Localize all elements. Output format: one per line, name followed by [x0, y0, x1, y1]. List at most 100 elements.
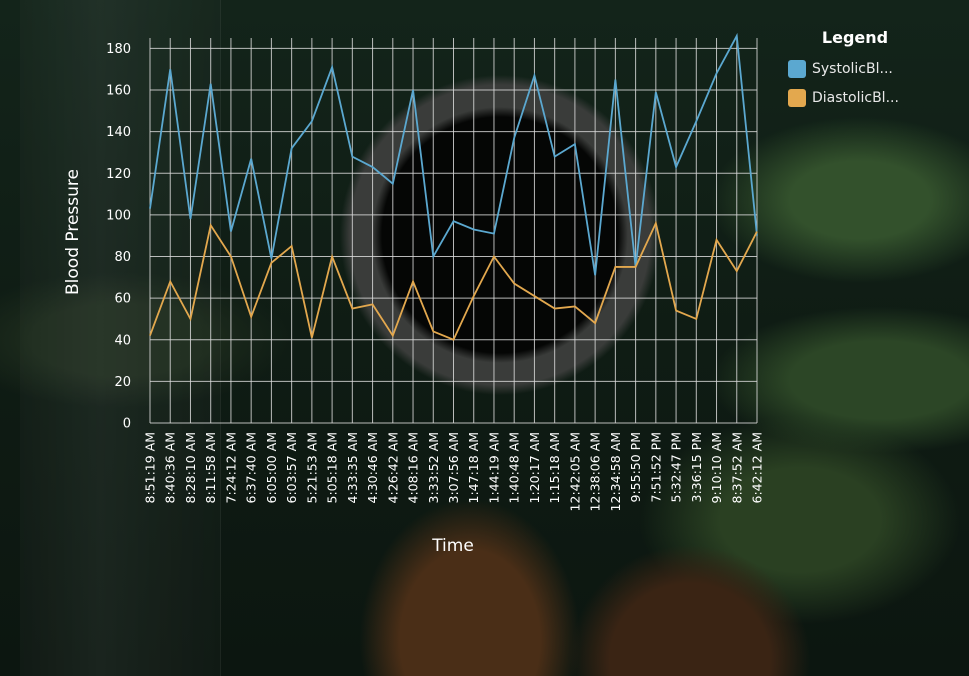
- data-point[interactable]: [735, 34, 739, 38]
- data-point[interactable]: [694, 119, 698, 123]
- data-point[interactable]: [613, 78, 617, 82]
- data-point[interactable]: [715, 71, 719, 75]
- y-tick-label: 20: [114, 375, 131, 390]
- x-tick-label: 5:21:53 AM: [304, 432, 319, 504]
- data-point[interactable]: [310, 336, 314, 340]
- data-point[interactable]: [209, 223, 213, 227]
- data-point[interactable]: [249, 157, 253, 161]
- data-point[interactable]: [472, 294, 476, 298]
- data-point[interactable]: [492, 255, 496, 259]
- data-point[interactable]: [553, 307, 557, 311]
- data-point[interactable]: [229, 230, 233, 234]
- data-point[interactable]: [553, 155, 557, 159]
- data-point[interactable]: [209, 82, 213, 86]
- data-point[interactable]: [573, 304, 577, 308]
- data-point[interactable]: [532, 294, 536, 298]
- y-axis-title: Blood Pressure: [63, 169, 83, 295]
- data-point[interactable]: [188, 217, 192, 221]
- legend-swatch-diastolic: [788, 89, 806, 107]
- data-point[interactable]: [249, 315, 253, 319]
- data-point[interactable]: [371, 302, 375, 306]
- data-point[interactable]: [310, 119, 314, 123]
- data-point[interactable]: [411, 279, 415, 283]
- y-tick-label: 60: [114, 292, 131, 307]
- x-tick-label: 7:51:52 PM: [648, 432, 663, 502]
- y-tick-label: 120: [106, 167, 131, 182]
- legend-item-diastolic[interactable]: DiastolicBl...: [780, 88, 930, 108]
- y-tick-label: 160: [106, 84, 131, 99]
- x-tick-label: 1:44:19 AM: [486, 432, 501, 504]
- background-bottle: [20, 0, 221, 676]
- x-tick-label: 7:24:12 AM: [223, 432, 238, 504]
- data-point[interactable]: [735, 269, 739, 273]
- data-point[interactable]: [391, 182, 395, 186]
- data-point[interactable]: [512, 136, 516, 140]
- data-point[interactable]: [290, 146, 294, 150]
- x-tick-label: 6:37:40 AM: [244, 432, 259, 504]
- data-point[interactable]: [229, 255, 233, 259]
- data-point[interactable]: [452, 338, 456, 342]
- data-point[interactable]: [654, 90, 658, 94]
- data-point[interactable]: [431, 329, 435, 333]
- data-point[interactable]: [330, 65, 334, 69]
- x-tick-label: 4:26:42 AM: [385, 432, 400, 504]
- x-tick-label: 12:34:58 AM: [608, 432, 623, 511]
- data-point[interactable]: [452, 219, 456, 223]
- data-point[interactable]: [654, 221, 658, 225]
- data-point[interactable]: [532, 73, 536, 77]
- data-point[interactable]: [573, 142, 577, 146]
- data-point[interactable]: [634, 265, 638, 269]
- data-point[interactable]: [593, 273, 597, 277]
- data-point[interactable]: [431, 255, 435, 259]
- x-tick-label: 4:33:35 AM: [345, 432, 360, 504]
- x-tick-label: 1:20:17 AM: [527, 432, 542, 504]
- x-tick-label: 3:07:56 AM: [446, 432, 461, 504]
- data-point[interactable]: [674, 165, 678, 169]
- x-tick-label: 9:55:50 PM: [628, 432, 643, 502]
- series-lines: [148, 32, 759, 342]
- data-point[interactable]: [330, 255, 334, 259]
- x-tick-label: 12:38:06 AM: [588, 432, 603, 511]
- x-tick-label: 8:40:36 AM: [163, 432, 178, 504]
- data-point[interactable]: [472, 227, 476, 231]
- legend-item-systolic[interactable]: SystolicBl...: [780, 59, 930, 79]
- data-point[interactable]: [593, 321, 597, 325]
- y-tick-label: 140: [106, 125, 131, 140]
- data-point[interactable]: [350, 307, 354, 311]
- data-point[interactable]: [492, 232, 496, 236]
- data-point[interactable]: [694, 317, 698, 321]
- series-line-systolic[interactable]: [149, 32, 758, 276]
- data-point[interactable]: [512, 282, 516, 286]
- data-point[interactable]: [168, 67, 172, 71]
- data-point[interactable]: [148, 207, 152, 211]
- x-tick-label: 6:03:57 AM: [284, 432, 299, 504]
- y-tick-label: 0: [123, 417, 131, 432]
- legend-swatch-systolic: [788, 60, 806, 78]
- x-tick-label: 8:37:52 AM: [729, 432, 744, 504]
- data-point[interactable]: [371, 165, 375, 169]
- data-point[interactable]: [168, 279, 172, 283]
- data-point[interactable]: [755, 230, 759, 234]
- axes: 0 20 40 60 80 100 120 140 160 180 8:51:19 AM 8:40:3…: [106, 42, 764, 512]
- data-point[interactable]: [188, 317, 192, 321]
- data-point[interactable]: [290, 244, 294, 248]
- data-point[interactable]: [411, 88, 415, 92]
- series-line-diastolic[interactable]: [149, 220, 758, 341]
- x-tick-label: 4:30:46 AM: [365, 432, 380, 504]
- data-point[interactable]: [674, 309, 678, 313]
- data-point[interactable]: [269, 257, 273, 261]
- data-point[interactable]: [391, 334, 395, 338]
- x-tick-label: 1:40:48 AM: [507, 432, 522, 504]
- data-point[interactable]: [613, 265, 617, 269]
- legend: Legend SystolicBl... DiastolicBl...: [780, 28, 930, 117]
- x-tick-label: 1:15:18 AM: [547, 432, 562, 504]
- data-point[interactable]: [350, 155, 354, 159]
- y-tick-label: 40: [114, 333, 131, 348]
- x-tick-label: 9:10:10 AM: [709, 432, 724, 504]
- x-tick-label: 8:51:19 AM: [143, 432, 158, 504]
- data-point[interactable]: [715, 238, 719, 242]
- data-point[interactable]: [148, 334, 152, 338]
- data-point[interactable]: [269, 261, 273, 265]
